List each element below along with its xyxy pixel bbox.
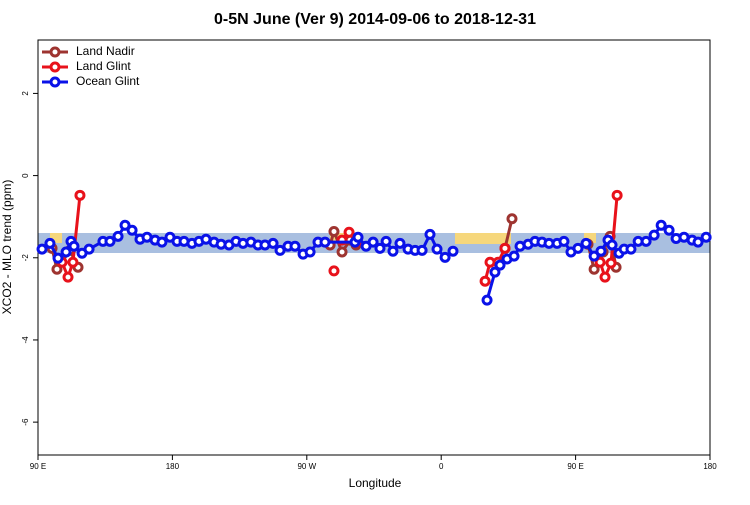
point (611, 189, 623, 201)
x-tick-label: 180 (703, 462, 717, 471)
point (499, 242, 511, 254)
point (494, 259, 506, 271)
legend-label: Land Nadir (76, 44, 135, 58)
y-tick-label: -4 (21, 336, 30, 344)
point (319, 236, 331, 248)
point (625, 243, 637, 255)
point (336, 246, 348, 258)
point (328, 225, 340, 237)
x-tick-label: 0 (439, 462, 444, 471)
point (580, 237, 592, 249)
point (692, 236, 704, 248)
point (343, 226, 355, 238)
y-tick-label: 0 (21, 173, 30, 178)
point (104, 235, 116, 247)
legend-marker (49, 61, 61, 73)
point (68, 240, 80, 252)
point (60, 246, 72, 258)
legend-label: Land Glint (76, 59, 131, 73)
point (328, 265, 340, 277)
x-tick-label: 90 W (297, 462, 316, 471)
point (648, 229, 660, 241)
point (447, 245, 459, 257)
x-tick-label: 180 (166, 462, 180, 471)
point (663, 224, 675, 236)
point (572, 242, 584, 254)
land-band (584, 233, 596, 243)
x-tick-label: 90 E (30, 462, 46, 471)
point (479, 275, 491, 287)
point (156, 236, 168, 248)
point (424, 228, 436, 240)
point (267, 237, 279, 249)
point (36, 243, 48, 255)
point (439, 251, 451, 263)
point (508, 250, 520, 262)
point (605, 257, 617, 269)
point (112, 230, 124, 242)
y-tick-label: 2 (21, 91, 30, 96)
point (394, 237, 406, 249)
legend-label: Ocean Glint (76, 74, 140, 88)
chart-title: 0-5N June (Ver 9) 2014-09-06 to 2018-12-… (214, 11, 536, 28)
point (83, 243, 95, 255)
point (489, 266, 501, 278)
land-band (455, 233, 511, 244)
y-axis-label: XCO2 - MLO trend (ppm) (0, 180, 14, 315)
point (304, 246, 316, 258)
point (416, 244, 428, 256)
point (352, 231, 364, 243)
point (558, 235, 570, 247)
point (274, 244, 286, 256)
legend-marker (49, 76, 61, 88)
point (51, 263, 63, 275)
point (387, 245, 399, 257)
point (594, 256, 606, 268)
point (62, 271, 74, 283)
point (67, 256, 79, 268)
point (595, 245, 607, 257)
x-tick-label: 90 E (567, 462, 583, 471)
legend-marker (49, 46, 61, 58)
y-tick-label: -6 (21, 418, 30, 426)
point (374, 242, 386, 254)
point (588, 263, 600, 275)
point (655, 219, 667, 231)
y-tick-label: -2 (21, 254, 30, 262)
point (640, 235, 652, 247)
point (700, 231, 712, 243)
point (481, 294, 493, 306)
point (289, 240, 301, 252)
point (588, 250, 600, 262)
point (74, 189, 86, 201)
point (431, 243, 443, 255)
point (367, 236, 379, 248)
point (599, 271, 611, 283)
point (380, 235, 392, 247)
land-band (50, 233, 62, 243)
point (506, 213, 518, 225)
point (606, 239, 618, 251)
point (52, 252, 64, 264)
point (119, 219, 131, 231)
x-axis-label: Longitude (349, 476, 402, 490)
point (126, 224, 138, 236)
point (44, 237, 56, 249)
